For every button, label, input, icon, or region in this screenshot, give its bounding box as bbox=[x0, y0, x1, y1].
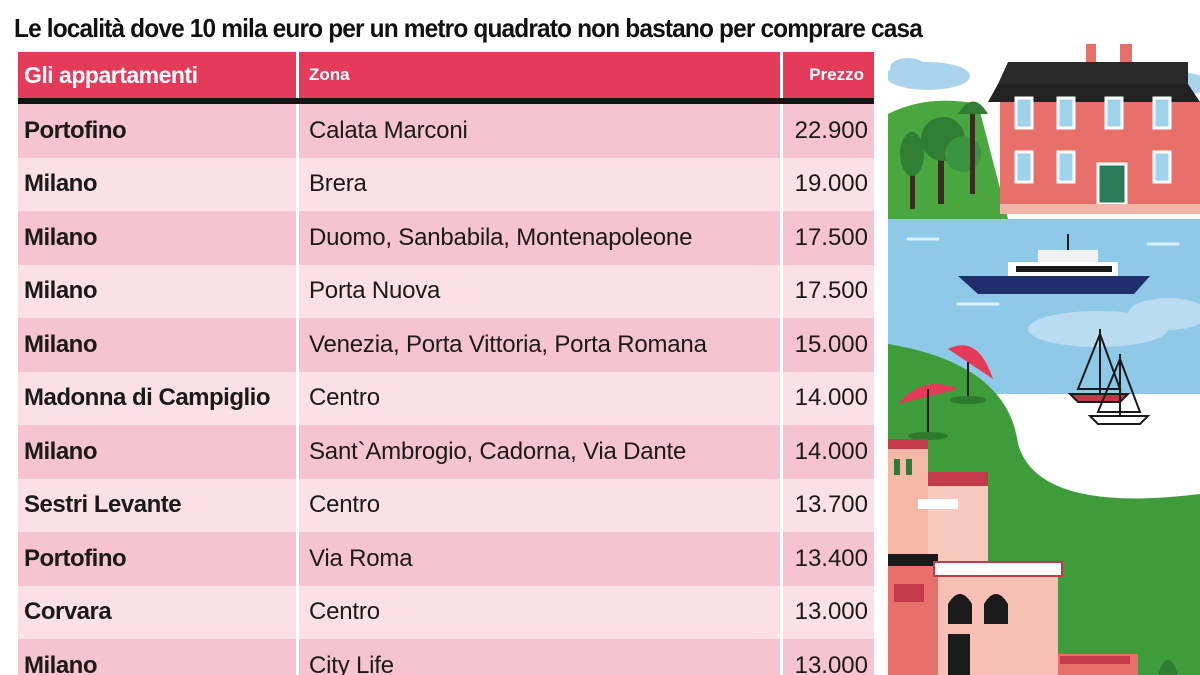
price-table: Gli appartamenti Zona Prezzo Portofino Ca… bbox=[18, 52, 874, 675]
city-cell: Milano bbox=[18, 639, 296, 675]
zone-cell: City Life bbox=[299, 639, 780, 675]
colorful-houses bbox=[888, 439, 1178, 675]
price-cell: 13.000 bbox=[783, 585, 874, 639]
price-cell: 13.400 bbox=[783, 532, 874, 586]
table-row: Milano Brera 19.000 bbox=[18, 157, 874, 211]
header-divider bbox=[18, 98, 874, 104]
table-row: Milano City Life 13.000 bbox=[18, 639, 874, 675]
zone-cell: Venezia, Porta Vittoria, Porta Romana bbox=[299, 318, 780, 372]
table-row: Portofino Calata Marconi 22.900 bbox=[18, 104, 874, 158]
zone-cell: Via Roma bbox=[299, 532, 780, 586]
page-title: Le località dove 10 mila euro per un met… bbox=[14, 13, 923, 43]
column-header-price: Prezzo bbox=[783, 52, 874, 98]
tree-icon bbox=[900, 101, 988, 209]
price-cell: 17.500 bbox=[783, 264, 874, 318]
table-row: Milano Venezia, Porta Vittoria, Porta Rom… bbox=[18, 318, 874, 372]
city-cell: Milano bbox=[18, 211, 296, 265]
city-cell: Milano bbox=[18, 425, 296, 479]
zone-cell: Calata Marconi bbox=[299, 104, 780, 158]
cloud-icon bbox=[888, 58, 1200, 96]
table-row: Milano Sant`Ambrogio, Cadorna, Via Dante 1… bbox=[18, 425, 874, 479]
column-header-zone: Zona bbox=[299, 52, 780, 98]
zone-cell: Centro bbox=[299, 478, 780, 532]
table-row: Portofino Via Roma 13.400 bbox=[18, 532, 874, 586]
seaside-illustration bbox=[888, 44, 1200, 675]
table-row: Corvara Centro 13.000 bbox=[18, 585, 874, 639]
table-row: Sestri Levante Centro 13.700 bbox=[18, 478, 874, 532]
city-cell: Milano bbox=[18, 157, 296, 211]
city-cell: Sestri Levante bbox=[18, 478, 296, 532]
price-cell: 19.000 bbox=[783, 157, 874, 211]
city-cell: Portofino bbox=[18, 104, 296, 158]
price-cell: 13.000 bbox=[783, 639, 874, 675]
price-cell: 14.000 bbox=[783, 425, 874, 479]
price-cell: 22.900 bbox=[783, 104, 874, 158]
yacht bbox=[958, 234, 1150, 294]
price-cell: 14.000 bbox=[783, 371, 874, 425]
zone-cell: Centro bbox=[299, 371, 780, 425]
price-cell: 15.000 bbox=[783, 318, 874, 372]
zone-cell: Duomo, Sanbabila, Montenapoleone bbox=[299, 211, 780, 265]
zone-cell: Porta Nuova bbox=[299, 264, 780, 318]
column-header-apartments: Gli appartamenti bbox=[18, 52, 296, 98]
table-body: Portofino Calata Marconi 22.900 Milano Brera… bbox=[18, 104, 874, 675]
price-cell: 17.500 bbox=[783, 211, 874, 265]
beach-umbrella-icon bbox=[898, 345, 993, 440]
city-cell: Corvara bbox=[18, 585, 296, 639]
city-cell: Portofino bbox=[18, 532, 296, 586]
zone-cell: Sant`Ambrogio, Cadorna, Via Dante bbox=[299, 425, 780, 479]
city-cell: Milano bbox=[18, 264, 296, 318]
city-cell: Milano bbox=[18, 318, 296, 372]
villa bbox=[988, 44, 1200, 214]
table-row: Milano Porta Nuova 17.500 bbox=[18, 264, 874, 318]
price-cell: 13.700 bbox=[783, 478, 874, 532]
zone-cell: Brera bbox=[299, 157, 780, 211]
table-row: Madonna di Campiglio Centro 14.000 bbox=[18, 371, 874, 425]
zone-cell: Centro bbox=[299, 585, 780, 639]
table-row: Milano Duomo, Sanbabila, Montenapoleone 17… bbox=[18, 211, 874, 265]
city-cell: Madonna di Campiglio bbox=[18, 371, 296, 425]
sailboat-icon bbox=[1067, 329, 1151, 425]
